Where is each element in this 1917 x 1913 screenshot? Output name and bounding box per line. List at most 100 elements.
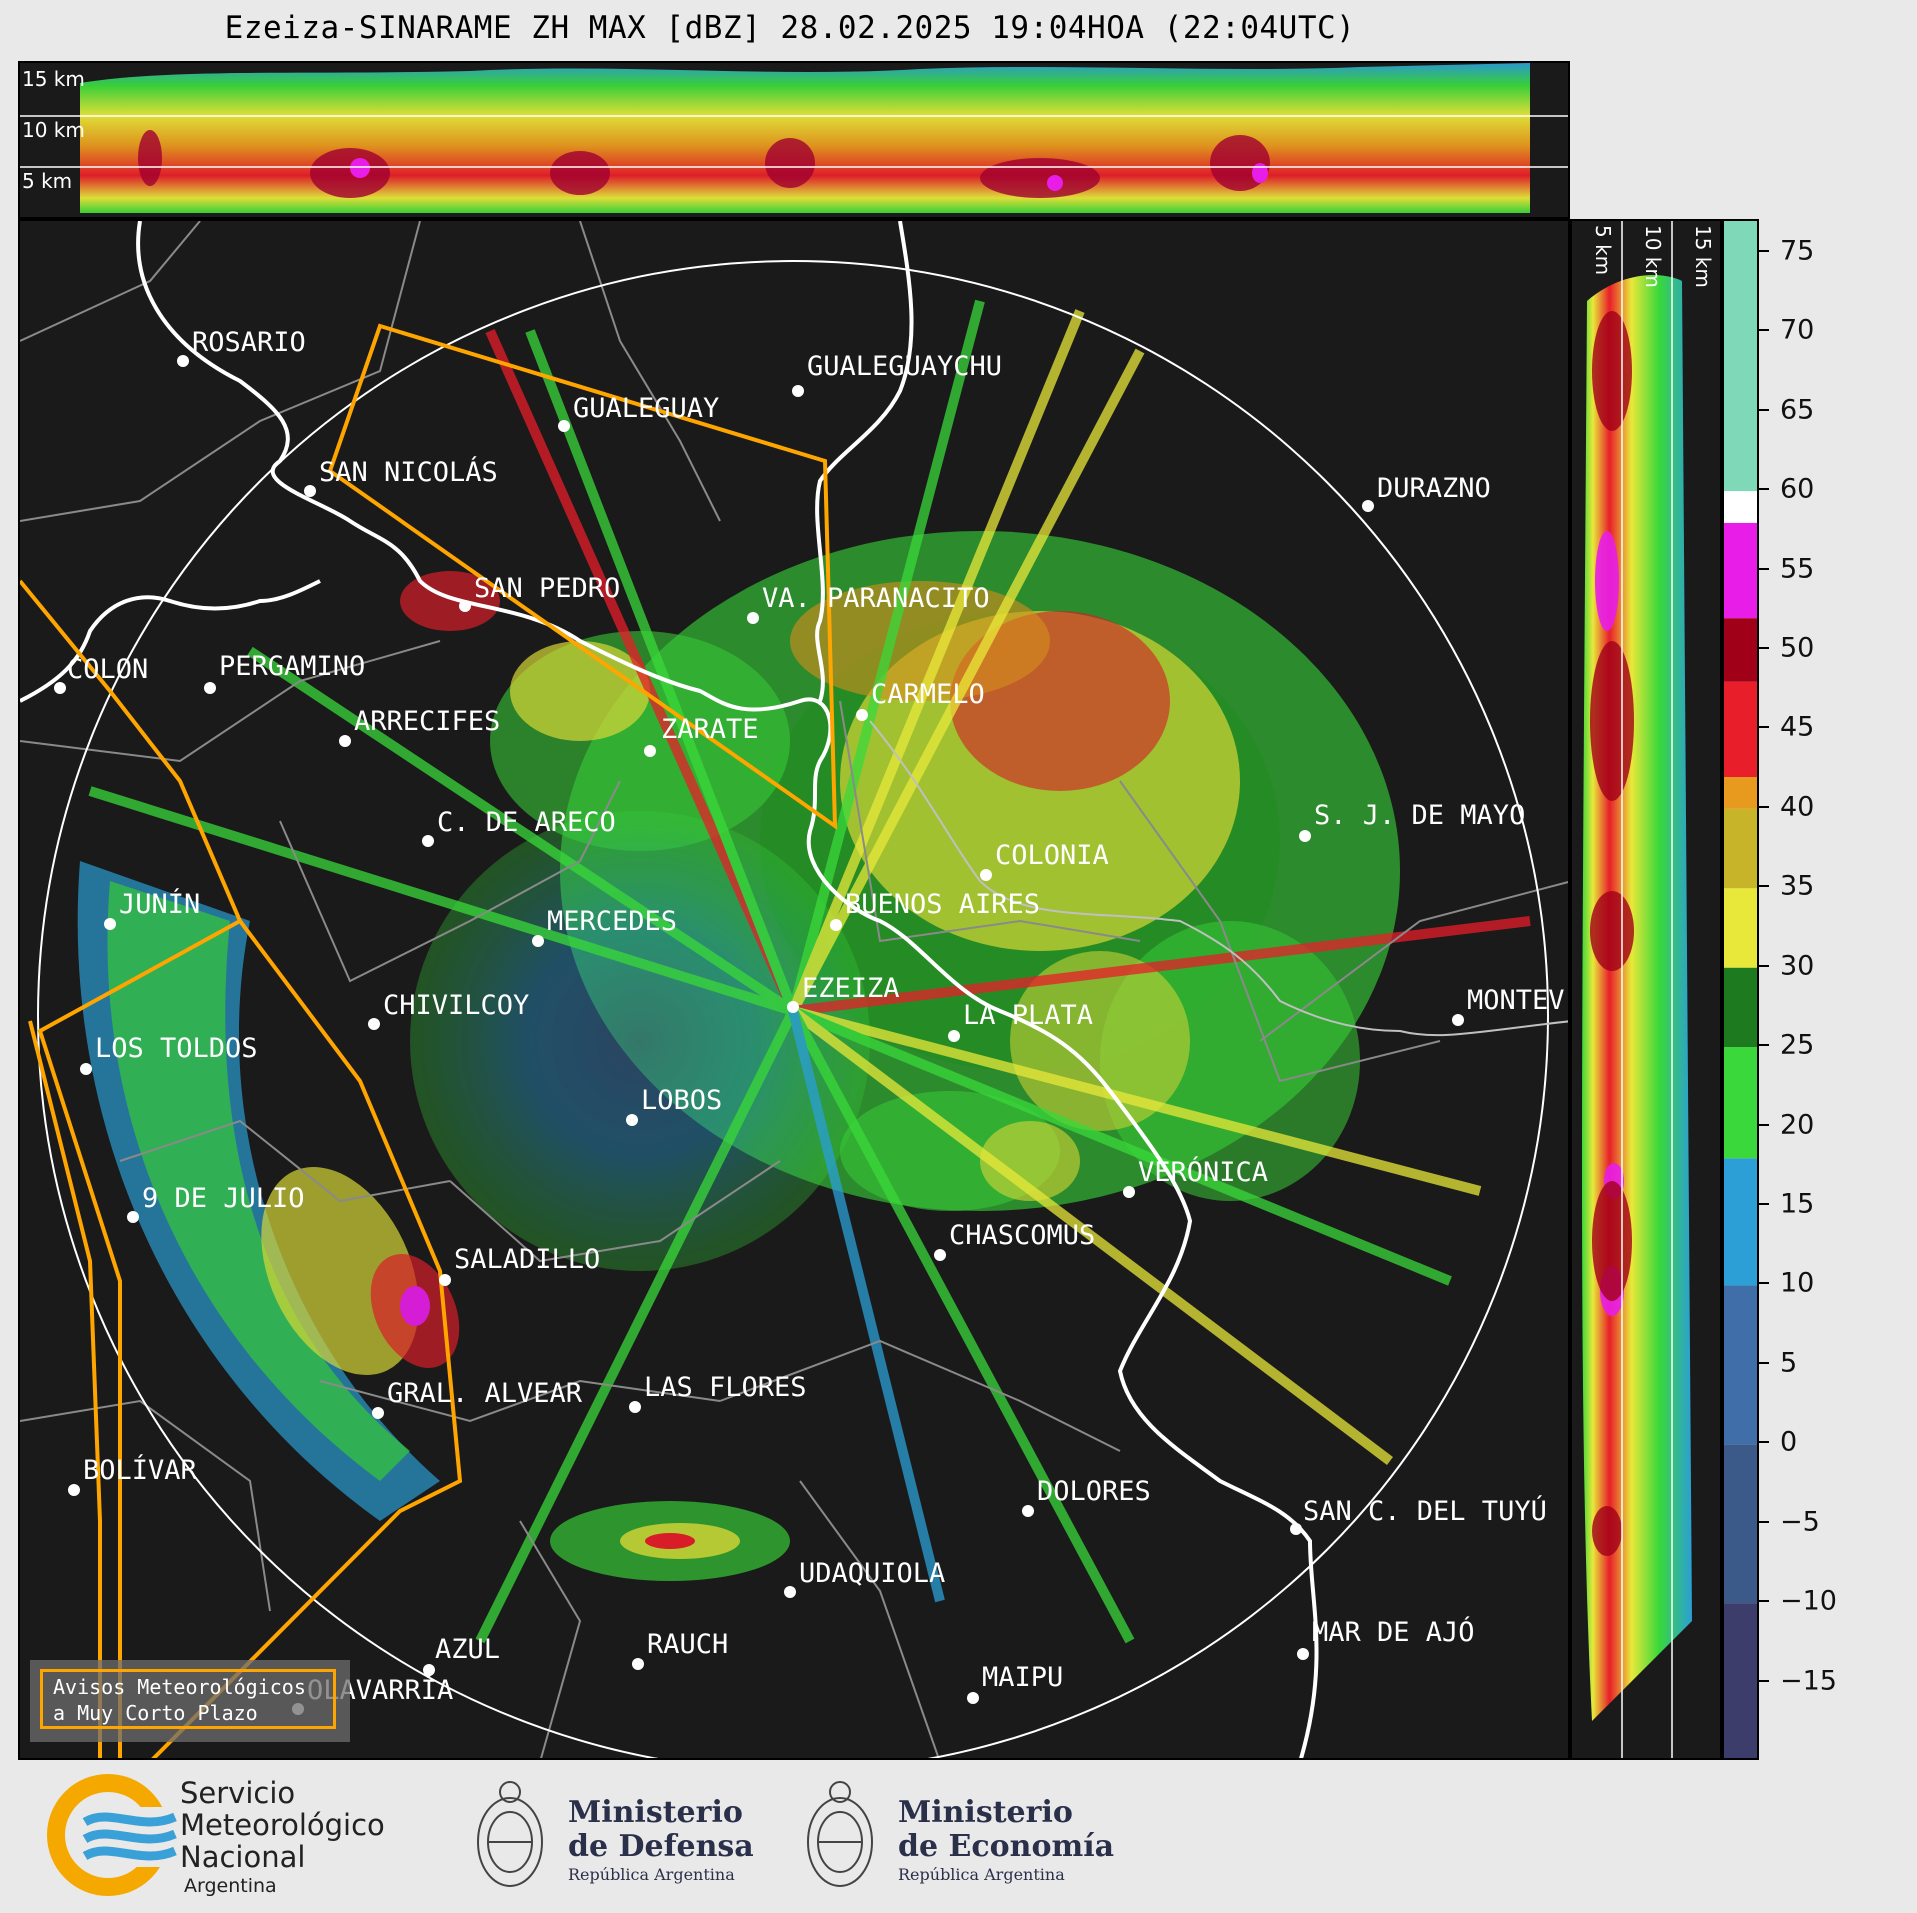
city-label-chivilcoy: CHIVILCOY <box>383 990 529 1021</box>
colorbar-tick-mark <box>1759 1282 1769 1285</box>
city-label-los-toldos: LOS TOLDOS <box>95 1033 258 1064</box>
side-height-label-5km: 5 km <box>1591 225 1615 275</box>
colorbar-tick-mark <box>1759 1044 1769 1047</box>
city-label-maipu: MAIPU <box>982 1662 1063 1693</box>
colorbar-tick-label: 25 <box>1780 1029 1815 1061</box>
city-label-gualeguay: GUALEGUAY <box>573 393 719 424</box>
smn-line3: Nacional <box>180 1840 305 1874</box>
city-label-rosario: ROSARIO <box>192 327 306 358</box>
city-label-la-plata: LA PLATA <box>963 1000 1093 1031</box>
economia-line1: Ministerio <box>898 1795 1073 1830</box>
colorbar-tick-label: 40 <box>1780 791 1815 823</box>
colorbar-tick-mark <box>1759 1123 1769 1126</box>
colorbar-tick-mark <box>1759 964 1769 967</box>
colorbar-band <box>1724 1603 1757 1758</box>
colorbar-band <box>1724 618 1757 682</box>
city-label-9-de-julio: 9 DE JULIO <box>142 1183 305 1214</box>
colorbar-tick-label: 20 <box>1780 1109 1815 1141</box>
city-label-veronica: VERÓNICA <box>1138 1156 1268 1188</box>
colorbar-band <box>1724 808 1757 889</box>
colorbar-band <box>1724 1444 1757 1604</box>
district-borders <box>20 221 1568 1758</box>
colorbar-band <box>1724 1285 1757 1445</box>
radar-map[interactable]: ROSARIO GUALEGUAYCHU GUALEGUAY SAN NICOL… <box>18 219 1570 1760</box>
colorbar-band <box>1724 522 1757 619</box>
colorbar-band <box>1724 681 1757 778</box>
side-cross-section-plot: 5 km 10 km 15 km <box>1582 221 1715 1758</box>
alert-legend: Avisos Meteorológicos a Muy Corto Plazo <box>30 1660 350 1742</box>
colorbar-tick-label: 70 <box>1780 314 1815 346</box>
colorbar-band <box>1724 888 1757 968</box>
colorbar-tick-label: −5 <box>1780 1506 1820 1538</box>
colorbar-tick-mark <box>1759 488 1769 491</box>
colorbar-tick-label: 10 <box>1780 1267 1815 1299</box>
colorbar-band <box>1724 491 1757 523</box>
city-label-san-pedro: SAN PEDRO <box>474 573 620 604</box>
city-label-chascomus: CHASCOMUS <box>949 1220 1095 1251</box>
colorbar-tick-mark <box>1759 805 1769 808</box>
side-cross-section: 5 km 10 km 15 km <box>1570 219 1722 1760</box>
colorbar-tick-mark <box>1759 1361 1769 1364</box>
colorbar-tick-mark <box>1759 1441 1769 1444</box>
colorbar-tick-label: 75 <box>1780 235 1815 267</box>
city-label-durazno: DURAZNO <box>1377 473 1491 504</box>
city-label-buenos-aires: BUENOS AIRES <box>845 889 1040 920</box>
radar-map-svg: ROSARIO GUALEGUAYCHU GUALEGUAY SAN NICOL… <box>20 221 1568 1758</box>
echo-layer <box>77 531 1400 1581</box>
city-label-junin: JUNÍN <box>119 888 200 920</box>
city-label-rauch: RAUCH <box>647 1629 728 1660</box>
city-label-lobos: LOBOS <box>641 1085 722 1116</box>
colorbar-band <box>1724 777 1757 809</box>
colorbar-band <box>1724 1158 1757 1286</box>
smn-line1: Servicio <box>180 1776 295 1810</box>
city-label-pergamino: PERGAMINO <box>219 651 365 682</box>
smn-line2: Meteorológico <box>180 1808 385 1842</box>
side-height-label-10km: 10 km <box>1641 225 1665 288</box>
alert-polygons <box>20 323 838 1758</box>
economia-line2: de Economía <box>898 1829 1114 1864</box>
city-label-mar-de-ajo: MAR DE AJÓ <box>1312 1616 1475 1648</box>
colorbar-tick-label: 0 <box>1780 1426 1798 1458</box>
colorbar-tick-mark <box>1759 1202 1769 1205</box>
colorbar-tick-label: 60 <box>1780 473 1815 505</box>
city-label-c-de-areco: C. DE ARECO <box>437 807 616 838</box>
city-label-saladillo: SALADILLO <box>454 1244 600 1275</box>
economia-seal <box>807 1781 873 1887</box>
radial-artifacts <box>88 299 1531 1644</box>
height-label-5km: 5 km <box>22 169 73 193</box>
alert-legend-line2: a Muy Corto Plazo <box>53 1701 258 1725</box>
colorbar-tick-label: 45 <box>1780 711 1815 743</box>
city-label-colonia: COLONIA <box>995 840 1109 871</box>
colorbar-tick-mark <box>1759 249 1769 252</box>
city-label-san-c-del-tuyu: SAN C. DEL TUYÚ <box>1303 1495 1547 1527</box>
colorbar-tick-mark <box>1759 1520 1769 1523</box>
footer: Servicio Meteorológico Nacional Argentin… <box>0 1762 1917 1909</box>
city-label-san-nicolas: SAN NICOLÁS <box>319 456 498 488</box>
height-label-10km: 10 km <box>22 118 85 142</box>
city-label-dolores: DOLORES <box>1037 1476 1151 1507</box>
colorbar-tick-mark <box>1759 408 1769 411</box>
colorbar <box>1722 219 1759 1760</box>
alert-legend-line1: Avisos Meteorológicos <box>53 1675 306 1699</box>
city-label-montevideo: MONTEV <box>1467 985 1565 1016</box>
defensa-line1: Ministerio <box>568 1795 743 1830</box>
uruguay-coast <box>869 720 1568 1037</box>
top-cross-section-plot <box>20 63 1568 213</box>
city-label-gral-alvear: GRAL. ALVEAR <box>387 1378 583 1409</box>
footer-logos: Servicio Meteorológico Nacional Argentin… <box>47 1774 1114 1897</box>
colorbar-band <box>1724 221 1757 492</box>
city-label-azul: AZUL <box>435 1634 500 1665</box>
economia-line3: República Argentina <box>898 1865 1065 1884</box>
colorbar-tick-mark <box>1759 726 1769 729</box>
smn-logo <box>47 1774 180 1896</box>
city-label-ezeiza: EZEIZA <box>802 973 900 1004</box>
defensa-seal <box>477 1781 543 1887</box>
colorbar-tick-mark <box>1759 567 1769 570</box>
top-cross-section: 15 km 10 km 5 km <box>18 61 1570 219</box>
colorbar-tick-label: 5 <box>1780 1347 1798 1379</box>
colorbar-tick-label: 55 <box>1780 553 1815 584</box>
city-label-paranacito: VA. PARANACITO <box>762 583 990 614</box>
city-label-zarate: ZARATE <box>661 714 759 745</box>
colorbar-tick-mark <box>1759 1600 1769 1603</box>
colorbar-gradient <box>1724 221 1757 1758</box>
